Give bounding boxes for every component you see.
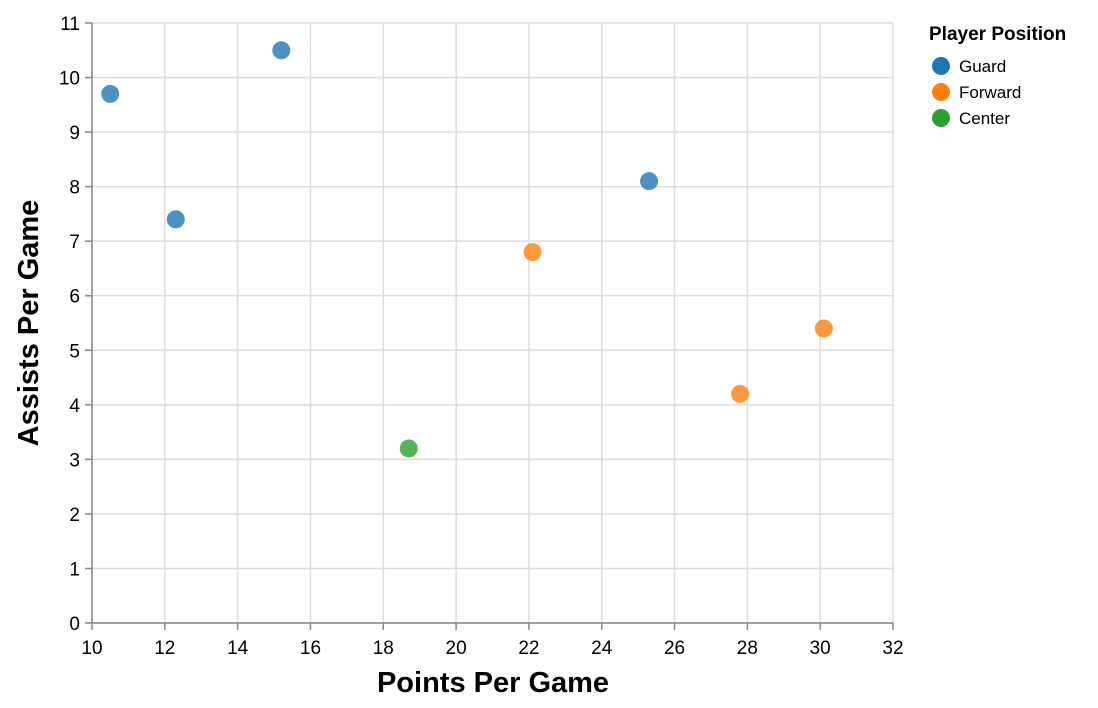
point-guard xyxy=(640,172,659,191)
gridlines xyxy=(91,22,894,624)
x-tick-label: 14 xyxy=(227,638,249,659)
y-tick-label: 3 xyxy=(69,450,80,471)
x-axis-ticks: 10 12 14 16 18 20 22 24 26 28 30 32 xyxy=(81,623,904,659)
y-tick-label: 1 xyxy=(69,559,80,580)
point-guard xyxy=(272,41,291,60)
legend-label-forward: Forward xyxy=(959,83,1021,102)
y-tick-label: 5 xyxy=(69,341,80,362)
x-tick-label: 28 xyxy=(737,638,758,659)
legend-label-guard: Guard xyxy=(959,57,1006,76)
axes xyxy=(91,23,893,624)
x-tick-label: 20 xyxy=(446,638,467,659)
legend-label-center: Center xyxy=(959,109,1010,128)
legend-title: Player Position xyxy=(929,24,1066,45)
point-guard xyxy=(101,84,120,103)
x-tick-label: 22 xyxy=(518,638,539,659)
y-tick-label: 10 xyxy=(59,69,80,90)
x-tick-label: 24 xyxy=(591,638,613,659)
legend-swatch-guard xyxy=(932,57,950,75)
point-guard xyxy=(166,210,185,229)
y-tick-label: 8 xyxy=(69,178,80,199)
x-tick-label: 32 xyxy=(882,638,903,659)
point-center xyxy=(399,439,418,458)
y-tick-label: 9 xyxy=(69,123,80,144)
legend-items: Guard Forward Center xyxy=(932,57,1021,128)
x-tick-label: 18 xyxy=(373,638,394,659)
x-tick-label: 16 xyxy=(300,638,321,659)
y-tick-label: 4 xyxy=(69,396,80,417)
x-tick-label: 12 xyxy=(154,638,175,659)
y-tick-label: 6 xyxy=(69,287,80,308)
point-forward xyxy=(731,384,750,403)
legend: Player Position Guard Forward Center xyxy=(929,24,1066,128)
y-axis-ticks: 0 1 2 3 4 5 6 7 8 9 10 11 xyxy=(59,14,92,635)
legend-swatch-center xyxy=(932,109,950,127)
legend-swatch-forward xyxy=(932,83,950,101)
y-tick-label: 0 xyxy=(69,614,80,635)
x-tick-label: 26 xyxy=(664,638,685,659)
y-tick-label: 11 xyxy=(60,14,80,35)
x-axis-title: Points Per Game xyxy=(377,667,609,699)
x-tick-label: 10 xyxy=(81,638,102,659)
data-points xyxy=(101,41,833,458)
point-forward xyxy=(523,243,542,262)
y-tick-label: 7 xyxy=(69,232,80,253)
x-tick-label: 30 xyxy=(810,638,831,659)
y-tick-label: 2 xyxy=(69,505,80,526)
point-forward xyxy=(814,319,833,338)
y-axis-title: Assists Per Game xyxy=(13,200,45,447)
